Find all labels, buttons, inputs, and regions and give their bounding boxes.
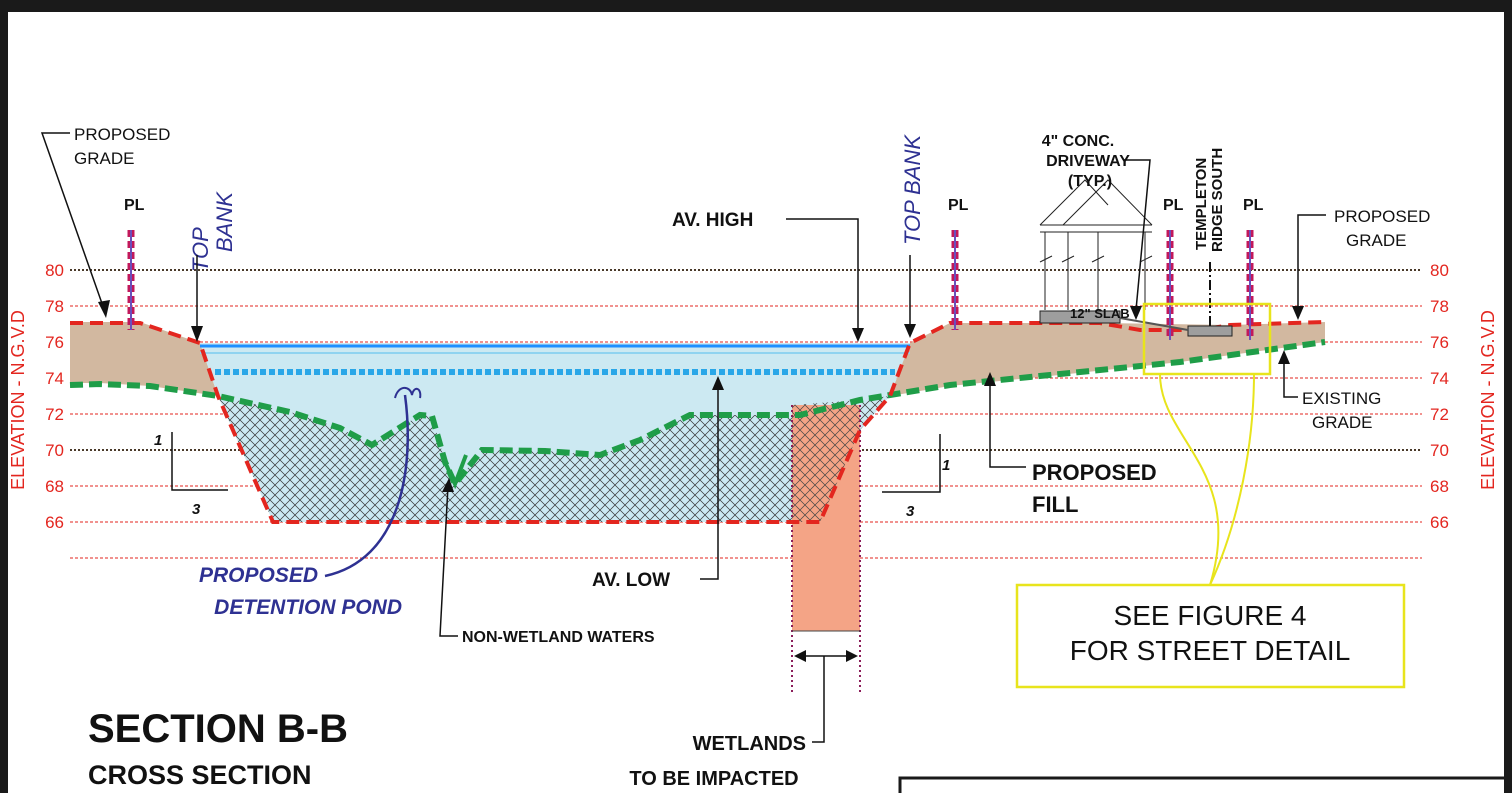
wetlands-label-line-2: TO BE IMPACTED [629,768,798,790]
frame-right [1504,0,1512,793]
top-bank-left-line-1: TOP [188,227,213,272]
frame-bottom-right [898,776,1512,793]
elevation-ticks-right: 80 78 76 74 72 70 68 66 [1430,261,1449,532]
pond-hatched-soil [218,396,890,522]
svg-text:80: 80 [1430,261,1449,280]
street-name-line-1: TEMPLETON [1193,158,1210,250]
svg-text:76: 76 [45,333,64,352]
street-name-line-2: RIDGE SOUTH [1209,148,1226,252]
proposed-grade-left-line-2: GRADE [74,149,134,168]
house-outline [1039,179,1153,310]
svg-text:74: 74 [1430,369,1449,388]
proposed-fill-line-1: PROPOSED [1032,460,1157,485]
section-title: SECTION B-B [88,707,348,751]
driveway-label-line-1: 4" CONC. [1042,133,1114,150]
pond-label-line-2: DETENTION POND [214,596,402,619]
svg-text:76: 76 [1430,333,1449,352]
slab [1039,310,1121,324]
svg-text:72: 72 [45,405,64,424]
svg-text:66: 66 [1430,513,1449,532]
svg-text:68: 68 [1430,477,1449,496]
see-figure-line-2: FOR STREET DETAIL [1070,635,1351,666]
wetlands-label-line-1: WETLANDS [693,733,806,755]
proposed-grade-line [70,320,1326,524]
proposed-grade-right-line-1: PROPOSED [1334,207,1430,226]
svg-text:74: 74 [45,369,64,388]
svg-text:72: 72 [1430,405,1449,424]
see-figure-box [1015,583,1406,689]
svg-text:78: 78 [1430,297,1449,316]
av-high-label: AV. HIGH [672,210,753,231]
existing-grade-line-2: GRADE [1312,413,1372,432]
slope-right-run: 3 [906,503,915,520]
proposed-grade-left-line-1: PROPOSED [74,125,170,144]
driveway-label-line-2: DRIVEWAY [1046,153,1130,170]
top-bank-left-line-2: BANK [212,191,237,252]
svg-text:70: 70 [45,441,64,460]
pl-label-3: PL [1163,197,1184,214]
street-driveway-block [1187,325,1233,337]
elevation-ticks-left: 80 78 76 74 72 70 68 66 [45,261,64,532]
svg-text:70: 70 [1430,441,1449,460]
top-bank-right-label: TOP BANK [900,134,925,245]
frame-left [0,0,8,793]
svg-text:80: 80 [45,261,64,280]
proposed-fill-left [70,322,218,396]
driveway-label-line-3: (TYP.) [1068,173,1112,190]
pl-label-4: PL [1243,197,1264,214]
pond-label-line-1: PROPOSED [199,564,318,587]
svg-text:66: 66 [45,513,64,532]
elevation-axis-label-left: ELEVATION - N.G.V.D [8,310,28,490]
svg-text:68: 68 [45,477,64,496]
slope-left-rise: 1 [154,432,162,449]
pl-label-2: PL [948,197,969,214]
proposed-grade-right-line-2: GRADE [1346,231,1406,250]
av-low-label: AV. LOW [592,570,670,591]
slope-left-run: 3 [192,501,201,518]
property-line-markers [127,230,1254,340]
proposed-fill-line-2: FILL [1032,492,1078,517]
elevation-axis-label-right: ELEVATION - N.G.V.D [1478,310,1498,490]
slab-label: 12" SLAB [1070,306,1130,321]
street-detail-callout-box [1142,302,1272,376]
frame-top [0,0,1512,12]
see-figure-line-1: SEE FIGURE 4 [1114,600,1307,631]
section-subtitle: CROSS SECTION [88,760,312,790]
svg-text:78: 78 [45,297,64,316]
existing-grade-line-1: EXISTING [1302,389,1381,408]
slope-right-rise: 1 [942,457,950,474]
proposed-fill-right [890,322,1325,396]
non-wetland-label: NON-WETLAND WATERS [462,629,655,646]
pl-label-1: PL [124,197,145,214]
